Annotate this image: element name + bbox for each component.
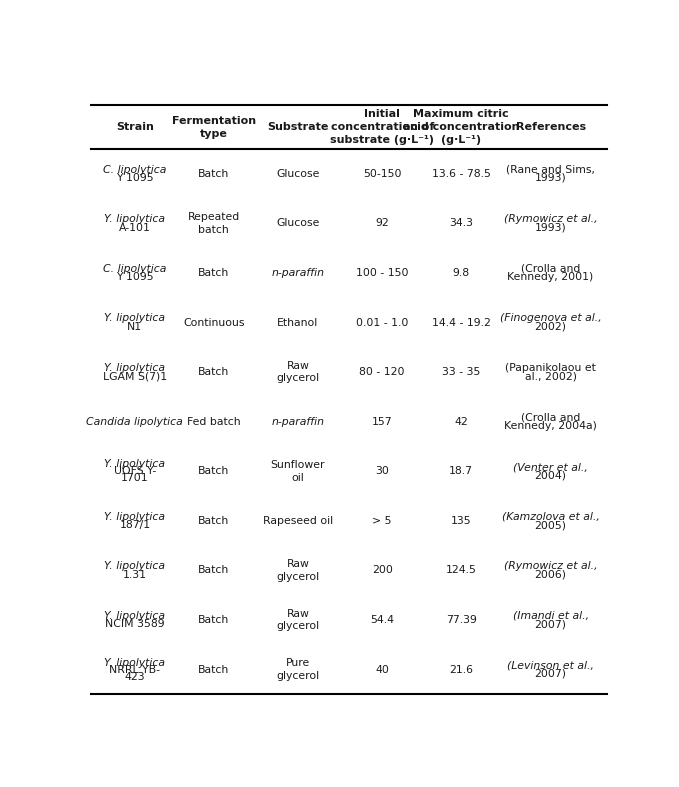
Text: 77.39: 77.39 — [445, 615, 477, 625]
Text: 1993): 1993) — [534, 223, 566, 232]
Text: Glucose: Glucose — [276, 218, 320, 228]
Text: Batch: Batch — [198, 268, 230, 278]
Text: Kennedy, 2001): Kennedy, 2001) — [507, 272, 593, 282]
Text: 135: 135 — [451, 515, 471, 526]
Text: (Rymowicz et al.,: (Rymowicz et al., — [504, 561, 598, 571]
Text: Substrate: Substrate — [268, 122, 329, 132]
Text: 157: 157 — [372, 416, 392, 427]
Text: 30: 30 — [375, 466, 389, 476]
Text: (Papanikolaou et: (Papanikolaou et — [505, 363, 596, 373]
Text: (Imandi et al.,: (Imandi et al., — [513, 611, 589, 621]
Text: C. lipolytica: C. lipolytica — [103, 164, 166, 175]
Text: (Venter et al.,: (Venter et al., — [513, 462, 588, 472]
Text: 2006): 2006) — [534, 570, 566, 579]
Text: 54.4: 54.4 — [370, 615, 394, 625]
Text: 13.6 - 78.5: 13.6 - 78.5 — [432, 168, 490, 179]
Text: 2007): 2007) — [534, 619, 566, 629]
Text: 423: 423 — [124, 671, 145, 682]
Text: 0.01 - 1.0: 0.01 - 1.0 — [356, 317, 408, 327]
Text: 1993): 1993) — [534, 173, 566, 183]
Text: Sunflower
oil: Sunflower oil — [271, 460, 325, 482]
Text: Y. lipolytica: Y. lipolytica — [105, 611, 166, 621]
Text: Raw
glycerol: Raw glycerol — [276, 360, 320, 383]
Text: (Crolla and: (Crolla and — [521, 264, 581, 274]
Text: A-101: A-101 — [119, 223, 151, 232]
Text: 2007): 2007) — [534, 669, 566, 678]
Text: Glucose: Glucose — [276, 168, 320, 179]
Text: Continuous: Continuous — [183, 317, 244, 327]
Text: 80 - 120: 80 - 120 — [359, 367, 405, 377]
Text: 50-150: 50-150 — [363, 168, 401, 179]
Text: Y. lipolytica: Y. lipolytica — [105, 363, 166, 373]
Text: > 5: > 5 — [373, 515, 392, 526]
Text: Candida lipolytica: Candida lipolytica — [86, 416, 183, 427]
Text: Strain: Strain — [116, 122, 154, 132]
Text: Batch: Batch — [198, 515, 230, 526]
Text: Y. lipolytica: Y. lipolytica — [105, 512, 166, 522]
Text: 14.4 - 19.2: 14.4 - 19.2 — [432, 317, 490, 327]
Text: NRRL YB-: NRRL YB- — [109, 664, 160, 674]
Text: Batch: Batch — [198, 615, 230, 625]
Text: (Kamzolova et al.,: (Kamzolova et al., — [502, 512, 600, 522]
Text: 100 - 150: 100 - 150 — [356, 268, 409, 278]
Text: al., 2002): al., 2002) — [525, 371, 576, 381]
Text: Kennedy, 2004a): Kennedy, 2004a) — [504, 421, 597, 430]
Text: Fed batch: Fed batch — [187, 416, 240, 427]
Text: UOFS Y-: UOFS Y- — [114, 466, 156, 476]
Text: 1.31: 1.31 — [123, 570, 147, 579]
Text: 40: 40 — [375, 664, 389, 674]
Text: 200: 200 — [372, 565, 392, 575]
Text: Y. lipolytica: Y. lipolytica — [105, 460, 166, 469]
Text: 2002): 2002) — [534, 322, 566, 331]
Text: Batch: Batch — [198, 565, 230, 575]
Text: Y. lipolytica: Y. lipolytica — [105, 313, 166, 323]
Text: Raw
glycerol: Raw glycerol — [276, 608, 320, 631]
Text: 21.6: 21.6 — [449, 664, 473, 674]
Text: 2004): 2004) — [534, 471, 566, 480]
Text: Maximum citric
acid concentration
(g·L⁻¹): Maximum citric acid concentration (g·L⁻¹… — [403, 109, 519, 145]
Text: (Crolla and: (Crolla and — [521, 412, 581, 423]
Text: 1701: 1701 — [121, 473, 149, 483]
Text: Raw
glycerol: Raw glycerol — [276, 559, 320, 582]
Text: Rapeseed oil: Rapeseed oil — [263, 515, 333, 526]
Text: C. lipolytica: C. lipolytica — [103, 264, 166, 274]
Text: 2005): 2005) — [534, 520, 566, 530]
Text: 9.8: 9.8 — [453, 268, 470, 278]
Text: References: References — [515, 122, 586, 132]
Text: Y. lipolytica: Y. lipolytica — [105, 658, 166, 667]
Text: (Levinson et al.,: (Levinson et al., — [507, 660, 594, 671]
Text: Y. lipolytica: Y. lipolytica — [105, 561, 166, 571]
Text: NCIM 3589: NCIM 3589 — [105, 619, 165, 629]
Text: (Finogenova et al.,: (Finogenova et al., — [500, 313, 602, 323]
Text: Batch: Batch — [198, 168, 230, 179]
Text: Initial
concentration of
substrate (g·L⁻¹): Initial concentration of substrate (g·L⁻… — [330, 109, 434, 145]
Text: Y 1095: Y 1095 — [116, 272, 153, 282]
Text: Batch: Batch — [198, 664, 230, 674]
Text: Y 1095: Y 1095 — [116, 173, 153, 183]
Text: 34.3: 34.3 — [449, 218, 473, 228]
Text: Batch: Batch — [198, 466, 230, 476]
Text: 124.5: 124.5 — [445, 565, 477, 575]
Text: Pure
glycerol: Pure glycerol — [276, 658, 320, 681]
Text: Repeated
batch: Repeated batch — [187, 212, 240, 235]
Text: (Rymowicz et al.,: (Rymowicz et al., — [504, 214, 598, 224]
Text: Batch: Batch — [198, 367, 230, 377]
Text: 18.7: 18.7 — [449, 466, 473, 476]
Text: n-paraffin: n-paraffin — [272, 268, 325, 278]
Text: Y. lipolytica: Y. lipolytica — [105, 214, 166, 224]
Text: n-paraffin: n-paraffin — [272, 416, 325, 427]
Text: (Rane and Sims,: (Rane and Sims, — [506, 164, 595, 175]
Text: 92: 92 — [375, 218, 389, 228]
Text: 187/1: 187/1 — [120, 520, 151, 530]
Text: 33 - 35: 33 - 35 — [442, 367, 480, 377]
Text: Fermentation
type: Fermentation type — [172, 116, 256, 139]
Text: LGAM S(7)1: LGAM S(7)1 — [103, 371, 167, 381]
Text: Ethanol: Ethanol — [277, 317, 318, 327]
Text: 42: 42 — [454, 416, 468, 427]
Text: N1: N1 — [127, 322, 143, 331]
